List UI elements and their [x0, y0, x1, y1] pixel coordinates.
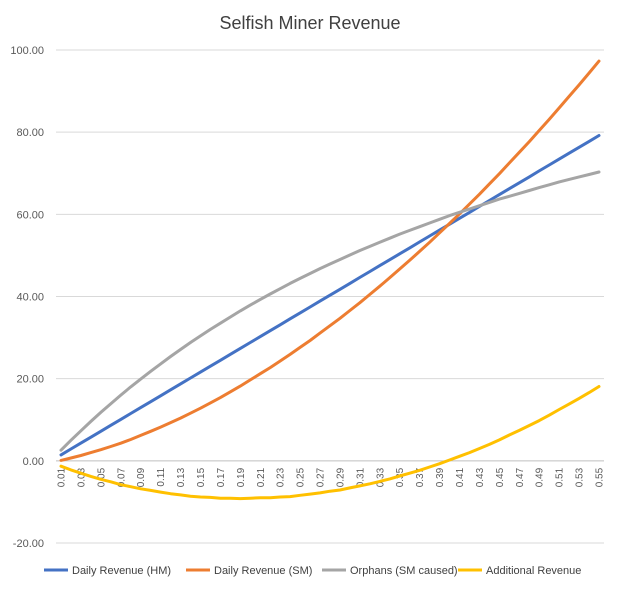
y-tick-label: -20.00 [13, 538, 44, 550]
y-tick-label: 20.00 [16, 374, 44, 386]
x-tick-label: 0.55 [595, 467, 606, 487]
x-tick-label: 0.19 [236, 467, 247, 487]
x-tick-label: 0.29 [335, 467, 346, 487]
x-axis-ticks: 0.01 0.03 0.05 0.07 0.09 0.11 0.13 0.15 0.17 0.19… [56, 467, 605, 487]
y-tick-label: 60.00 [16, 209, 44, 221]
x-tick-label: 0.49 [535, 467, 546, 487]
x-tick-label: 0.15 [196, 467, 207, 487]
x-tick-label: 0.13 [176, 467, 187, 487]
x-tick-label: 0.47 [515, 467, 526, 487]
x-tick-label: 0.31 [355, 467, 366, 487]
legend-label: Orphans (SM caused) [350, 565, 458, 577]
x-tick-label: 0.23 [276, 467, 287, 487]
legend-label: Daily Revenue (SM) [214, 565, 312, 577]
x-tick-label: 0.17 [216, 467, 227, 487]
x-tick-label: 0.33 [375, 467, 386, 487]
gridlines [56, 49, 604, 544]
x-tick-label: 0.11 [156, 467, 167, 486]
x-tick-label: 0.09 [136, 467, 147, 487]
legend-label: Additional Revenue [486, 565, 581, 577]
x-tick-label: 0.05 [96, 467, 107, 487]
x-tick-label: 0.51 [555, 467, 566, 487]
x-tick-label: 0.37 [415, 467, 426, 487]
y-tick-label: 100.00 [10, 45, 44, 57]
legend: Daily Revenue (HM) Daily Revenue (SM) Orph… [44, 565, 581, 577]
x-tick-label: 0.53 [575, 467, 586, 487]
x-tick-label: 0.45 [495, 467, 506, 487]
x-tick-label: 0.03 [76, 467, 87, 487]
legend-label: Daily Revenue (HM) [72, 565, 171, 577]
series-line-3 [59, 170, 601, 452]
x-tick-label: 0.43 [475, 467, 486, 487]
x-tick-label: 0.39 [435, 467, 446, 487]
x-tick-label: 0.27 [316, 467, 327, 487]
series-line-2 [59, 59, 601, 462]
y-tick-label: 40.00 [16, 292, 44, 304]
x-tick-label: 0.25 [296, 467, 307, 487]
x-tick-label: 0.01 [56, 467, 67, 487]
y-tick-label: 0.00 [23, 456, 44, 468]
x-tick-label: 0.21 [256, 467, 267, 487]
series-line-4 [59, 385, 601, 501]
x-tick-label: 0.41 [455, 467, 466, 487]
series-line-1 [59, 134, 601, 457]
x-tick-label: 0.07 [116, 467, 127, 487]
chart-title: Selfish Miner Revenue [219, 13, 400, 33]
x-tick-label: 0.35 [395, 467, 406, 487]
series-lines [59, 59, 601, 501]
y-axis-ticks: -20.00 0.00 20.00 40.00 60.00 80.00 100.00 [10, 45, 44, 550]
y-tick-label: 80.00 [16, 127, 44, 139]
